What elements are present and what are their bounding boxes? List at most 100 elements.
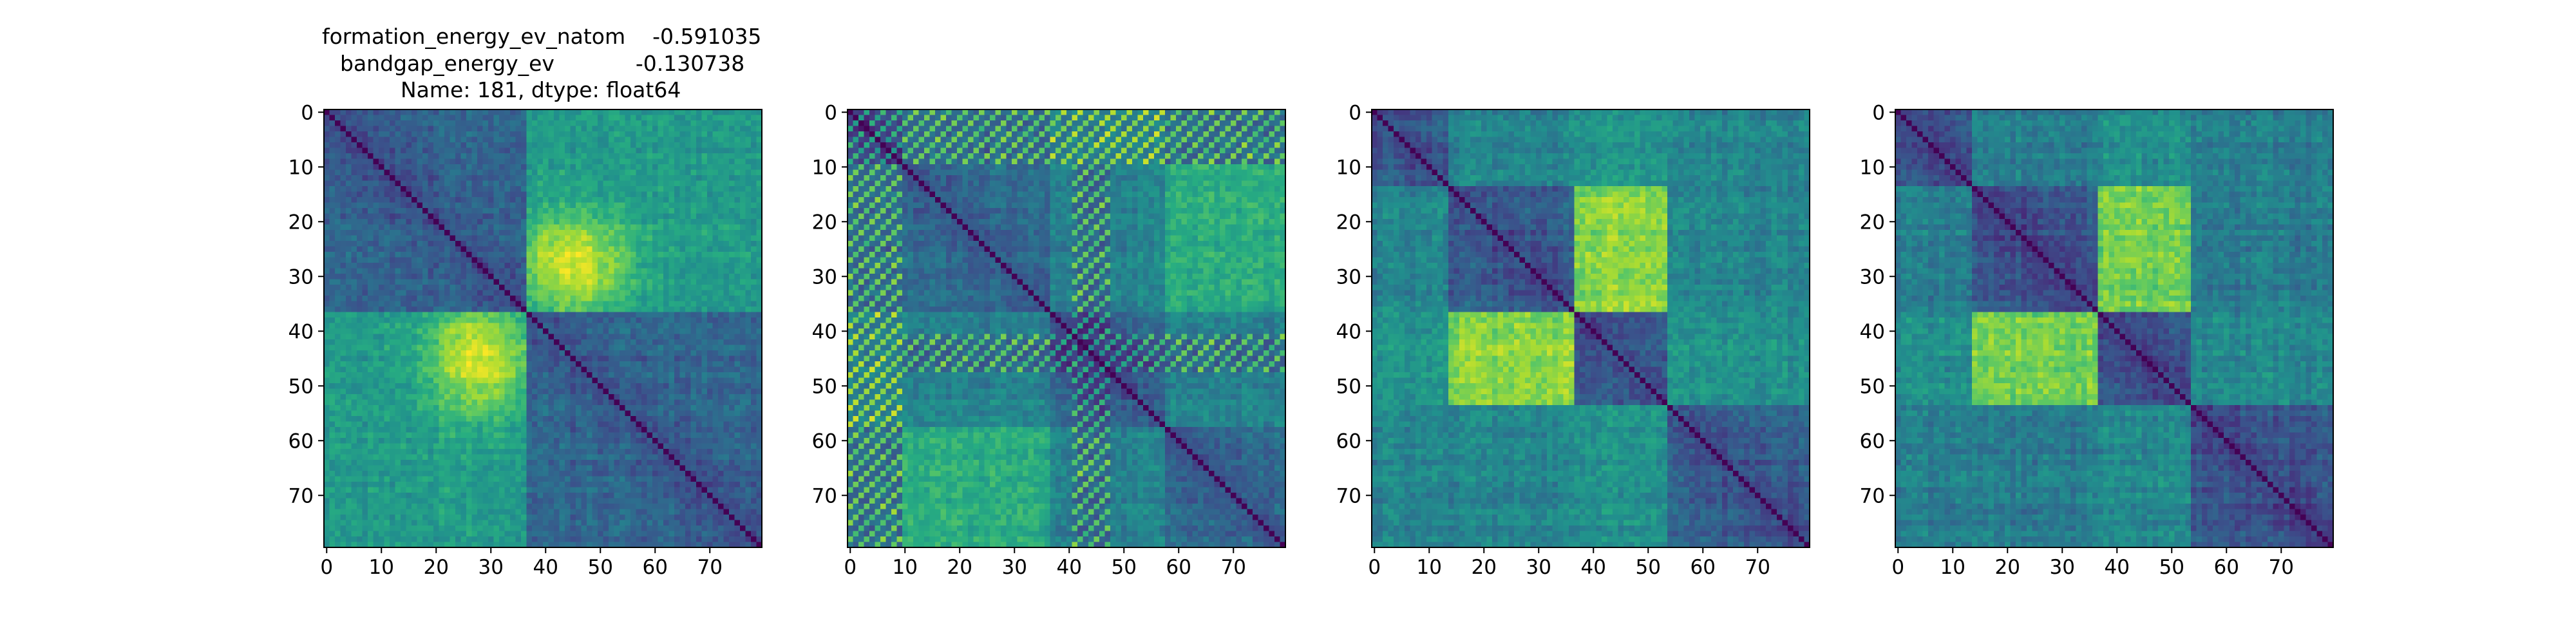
heatmap-cell xyxy=(668,147,675,154)
heatmap-cell xyxy=(690,350,697,356)
heatmap-cell xyxy=(444,317,450,323)
heatmap-cell xyxy=(357,377,363,384)
heatmap-cell xyxy=(570,246,576,252)
heatmap-cell xyxy=(504,263,511,269)
heatmap-cell xyxy=(412,449,417,455)
heatmap-cell xyxy=(450,301,456,307)
heatmap-cell xyxy=(466,202,472,209)
heatmap-cell xyxy=(707,438,713,444)
heatmap-cell xyxy=(543,208,549,214)
heatmap-cell xyxy=(630,405,636,411)
heatmap-cell xyxy=(570,301,576,307)
heatmap-cell xyxy=(729,355,735,362)
heatmap-cell xyxy=(745,317,752,323)
heatmap-cell xyxy=(652,126,658,132)
heatmap-cell xyxy=(614,438,620,444)
heatmap-cell xyxy=(756,175,762,181)
heatmap-cell xyxy=(696,175,702,181)
heatmap-cell xyxy=(598,164,603,170)
heatmap-cell xyxy=(734,427,741,433)
heatmap-cell xyxy=(658,202,664,209)
heatmap-cell xyxy=(647,142,653,148)
heatmap-cell xyxy=(384,115,390,121)
heatmap-cell xyxy=(433,263,439,269)
heatmap-cell xyxy=(504,169,511,176)
heatmap-cell xyxy=(718,301,724,307)
heatmap-cell xyxy=(450,202,456,209)
heatmap-cell xyxy=(658,137,664,143)
heatmap-cell xyxy=(641,241,647,247)
heatmap-cell xyxy=(340,388,346,395)
heatmap-cell xyxy=(384,153,390,159)
heatmap-cell xyxy=(587,312,592,318)
heatmap-cell xyxy=(543,410,549,417)
heatmap-cell xyxy=(740,202,746,209)
heatmap-cell xyxy=(658,147,664,154)
heatmap-cell xyxy=(614,137,620,143)
heatmap-cell xyxy=(499,213,505,220)
heatmap-cell xyxy=(745,115,752,121)
heatmap-cell xyxy=(412,443,417,450)
heatmap-cell xyxy=(570,328,576,334)
heatmap-cell xyxy=(559,301,565,307)
heatmap-cell xyxy=(521,120,527,126)
heatmap-cell xyxy=(346,355,352,362)
heatmap-cell xyxy=(625,224,631,231)
heatmap-cell xyxy=(745,399,752,406)
heatmap-cell xyxy=(395,307,401,312)
heatmap-cell xyxy=(346,208,352,214)
heatmap-cell xyxy=(466,268,472,274)
heatmap-cell xyxy=(674,323,680,329)
heatmap-cell xyxy=(620,317,625,323)
heatmap-cell xyxy=(477,334,483,340)
heatmap-cell xyxy=(685,208,691,214)
heatmap-cell xyxy=(444,268,450,274)
heatmap-cell xyxy=(417,131,423,137)
heatmap-cell xyxy=(707,323,713,329)
heatmap-cell xyxy=(439,230,445,236)
heatmap-cell xyxy=(412,164,417,170)
heatmap-cell xyxy=(636,257,642,263)
heatmap-cell xyxy=(384,388,390,395)
heatmap-cell xyxy=(471,142,478,148)
heatmap-cell xyxy=(587,323,592,329)
heatmap-cell xyxy=(417,399,423,406)
heatmap-cell xyxy=(565,158,571,165)
heatmap-cell xyxy=(559,224,565,231)
heatmap-cell xyxy=(444,257,450,263)
heatmap-cell xyxy=(422,263,428,269)
heatmap-cell xyxy=(592,372,598,378)
heatmap-cell xyxy=(521,257,527,263)
heatmap-cell xyxy=(401,421,406,428)
heatmap-cell xyxy=(609,268,614,274)
heatmap-cell xyxy=(712,274,719,279)
heatmap-cell xyxy=(390,263,395,269)
heatmap-cell xyxy=(439,307,445,312)
heatmap-cell xyxy=(482,361,489,367)
heatmap-cell xyxy=(636,345,642,351)
heatmap-cell xyxy=(740,186,746,192)
heatmap-cell xyxy=(384,252,390,258)
heatmap-cell xyxy=(526,312,533,318)
heatmap-cell xyxy=(499,443,505,450)
heatmap-cell xyxy=(559,186,565,192)
heatmap-cell xyxy=(745,164,752,170)
heatmap-cell xyxy=(433,355,439,362)
heatmap-cell xyxy=(417,394,423,400)
heatmap-cell xyxy=(652,219,658,225)
heatmap-cell xyxy=(450,175,456,181)
heatmap-cell xyxy=(482,257,489,263)
heatmap-cell xyxy=(554,307,560,312)
heatmap-cell xyxy=(751,164,757,170)
heatmap-cell xyxy=(460,208,467,214)
heatmap-cell xyxy=(658,383,664,389)
heatmap-cell xyxy=(433,213,439,220)
heatmap-cell xyxy=(603,432,609,439)
heatmap-cell xyxy=(696,372,702,378)
heatmap-cell xyxy=(526,252,533,258)
heatmap-cell xyxy=(543,180,549,187)
heatmap-cell xyxy=(417,366,423,373)
heatmap-cell xyxy=(335,432,341,439)
heatmap-cell xyxy=(384,197,390,203)
heatmap-cell xyxy=(559,241,565,247)
